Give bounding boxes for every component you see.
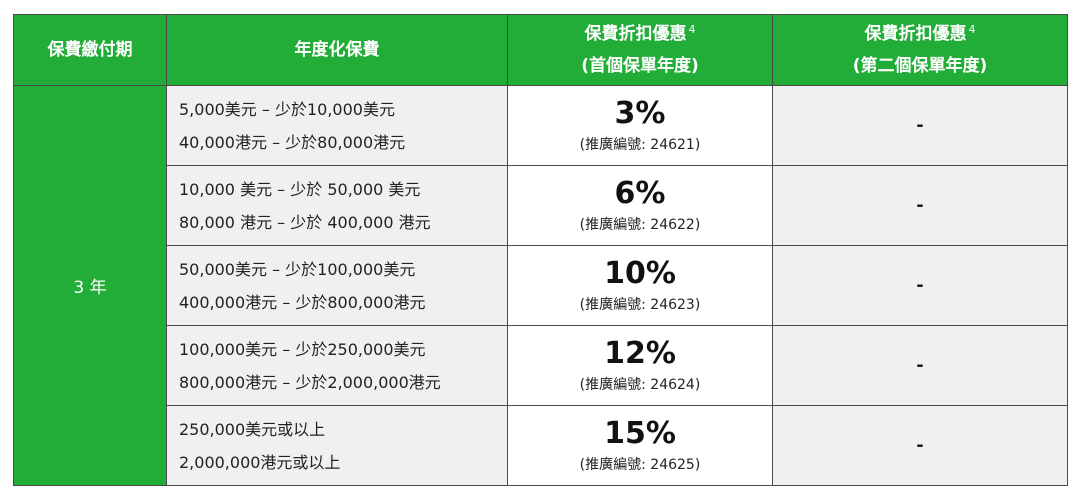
band-hkd: 80,000 港元 – 少於 400,000 港元 xyxy=(179,212,431,232)
table-row: 250,000美元或以上 2,000,000港元或以上 15% (推廣編號: 2… xyxy=(14,405,1068,486)
table-header-row: 保費繳付期 年度化保費 保費折扣優惠 4 (首個保單年度) 保費折扣優惠 4 (第二… xyxy=(13,14,1068,86)
table-row: 10,000 美元 – 少於 50,000 美元 80,000 港元 – 少於 … xyxy=(14,165,1068,246)
discount-percent: 15% xyxy=(604,415,676,451)
promo-code: (推廣編號: 24622) xyxy=(579,216,701,233)
promo-code: (推廣編號: 24623) xyxy=(579,296,701,313)
footnote-ref: 4 xyxy=(688,23,696,36)
promo-code: (推廣編號: 24624) xyxy=(579,376,701,393)
first-year-discount-cell: 12% (推廣編號: 24624) xyxy=(507,325,773,406)
band-hkd: 800,000港元 – 少於2,000,000港元 xyxy=(179,372,441,392)
table-row: 100,000美元 – 少於250,000美元 800,000港元 – 少於2,… xyxy=(14,325,1068,406)
first-year-discount-cell: 10% (推廣編號: 24623) xyxy=(507,245,773,326)
header-second-year-discount: 保費折扣優惠 4 (第二個保單年度) xyxy=(772,14,1068,86)
footnote-ref: 4 xyxy=(968,23,976,36)
premium-band-cell: 250,000美元或以上 2,000,000港元或以上 xyxy=(166,405,508,486)
second-year-discount-cell: - xyxy=(772,405,1068,486)
table-row: 3 年 5,000美元 – 少於10,000美元 40,000港元 – 少於80… xyxy=(13,85,1068,486)
band-usd: 5,000美元 – 少於10,000美元 xyxy=(179,99,395,119)
premium-band-cell: 50,000美元 – 少於100,000美元 400,000港元 – 少於800… xyxy=(166,245,508,326)
first-year-discount-cell: 15% (推廣編號: 24625) xyxy=(507,405,773,486)
premium-discount-table: 保費繳付期 年度化保費 保費折扣優惠 4 (首個保單年度) 保費折扣優惠 4 (第二… xyxy=(13,14,1068,486)
discount-percent: 6% xyxy=(614,175,666,211)
band-hkd: 400,000港元 – 少於800,000港元 xyxy=(179,292,426,312)
first-year-discount-cell: 3% (推廣編號: 24621) xyxy=(507,85,773,166)
promo-code: (推廣編號: 24621) xyxy=(579,136,701,153)
band-usd: 10,000 美元 – 少於 50,000 美元 xyxy=(179,179,421,199)
header-payment-term: 保費繳付期 xyxy=(13,14,167,86)
promo-code: (推廣編號: 24625) xyxy=(579,456,701,473)
band-hkd: 40,000港元 – 少於80,000港元 xyxy=(179,132,406,152)
premium-band-cell: 100,000美元 – 少於250,000美元 800,000港元 – 少於2,… xyxy=(166,325,508,406)
band-usd: 250,000美元或以上 xyxy=(179,419,326,439)
header-first-year-discount: 保費折扣優惠 4 (首個保單年度) xyxy=(507,14,773,86)
table-row: 50,000美元 – 少於100,000美元 400,000港元 – 少於800… xyxy=(14,245,1068,326)
second-year-discount-cell: - xyxy=(772,325,1068,406)
first-year-discount-cell: 6% (推廣編號: 24622) xyxy=(507,165,773,246)
band-hkd: 2,000,000港元或以上 xyxy=(179,452,341,472)
band-usd: 50,000美元 – 少於100,000美元 xyxy=(179,259,416,279)
second-year-discount-cell: - xyxy=(772,85,1068,166)
band-usd: 100,000美元 – 少於250,000美元 xyxy=(179,339,426,359)
discount-percent: 12% xyxy=(604,335,676,371)
discount-percent: 10% xyxy=(604,255,676,291)
second-year-discount-cell: - xyxy=(772,165,1068,246)
discount-percent: 3% xyxy=(614,95,666,131)
premium-band-cell: 5,000美元 – 少於10,000美元 40,000港元 – 少於80,000… xyxy=(166,85,508,166)
payment-term-cell: 3 年 xyxy=(13,85,167,486)
second-year-discount-cell: - xyxy=(772,245,1068,326)
header-annualized-premium: 年度化保費 xyxy=(166,14,508,86)
premium-band-cell: 10,000 美元 – 少於 50,000 美元 80,000 港元 – 少於 … xyxy=(166,165,508,246)
